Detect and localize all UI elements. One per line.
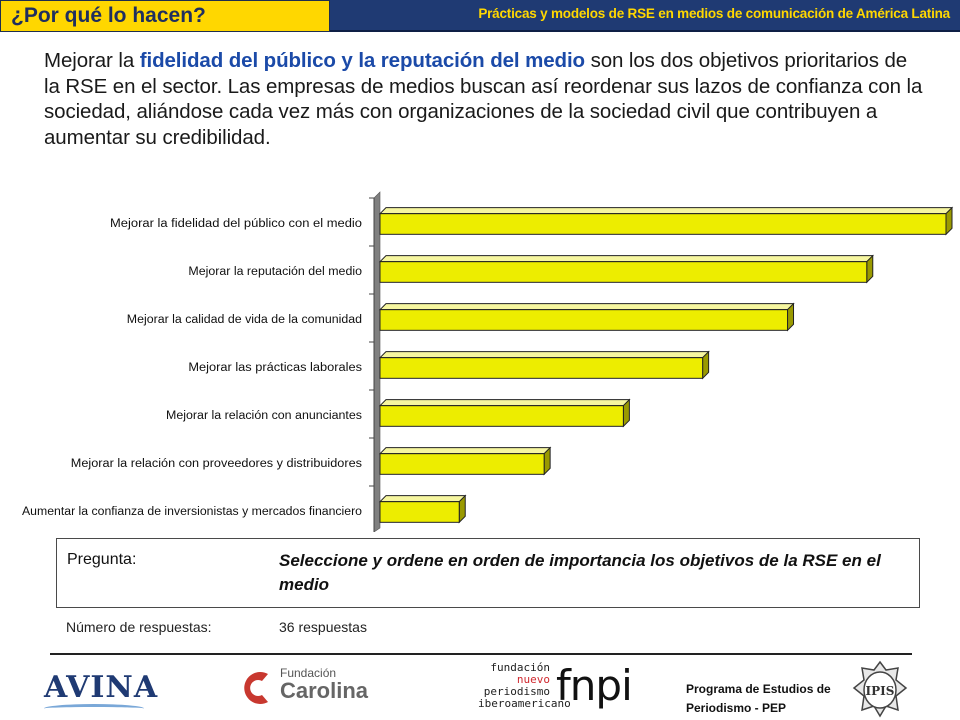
carolina-logo-big: Carolina	[280, 678, 369, 703]
bar	[379, 213, 947, 235]
pep-line-2: Periodismo - PEP	[686, 701, 787, 715]
carolina-logo-small: Fundación	[280, 666, 337, 680]
bar	[379, 261, 868, 283]
intro-highlight: fidelidad del público y la reputación de…	[139, 49, 585, 72]
fnpi-stack-line: iberoamericano	[478, 697, 571, 710]
footer-divider	[50, 653, 912, 655]
bar	[379, 405, 624, 427]
question-box: Pregunta: Seleccione y ordene en orden d…	[56, 538, 920, 608]
category-label: Mejorar la fidelidad del público con el …	[110, 218, 362, 230]
bar	[379, 501, 460, 523]
question-text: Seleccione y ordene en orden de importan…	[279, 551, 881, 594]
header-band: Prácticas y modelos de RSE en medios de …	[330, 0, 960, 32]
carolina-c-icon	[244, 672, 268, 704]
category-label: Mejorar la calidad de vida de la comunid…	[127, 314, 362, 326]
intro-paragraph: Mejorar la fidelidad del público y la re…	[44, 48, 924, 150]
bar-top-face	[378, 255, 874, 263]
intro-text-start: Mejorar la	[44, 49, 140, 72]
bar-top-face	[378, 207, 954, 215]
top-bar: ¿Por qué lo hacen? Prácticas y modelos d…	[0, 0, 960, 34]
axis-wall	[373, 191, 381, 532]
category-label: Mejorar la reputación del medio	[188, 266, 362, 278]
avina-swoosh	[44, 704, 144, 713]
seal-text: IPIS	[866, 684, 895, 698]
bar	[379, 453, 545, 475]
bar-top-face	[378, 303, 795, 311]
fundacion-carolina-logo: Fundación Carolina	[238, 664, 388, 714]
fnpi-stack-line: nuevo	[516, 673, 550, 686]
section-title: ¿Por qué lo hacen?	[0, 0, 330, 32]
bar	[379, 309, 789, 331]
intro-text-end: son los dos objetivos prioritarios de la…	[44, 49, 923, 149]
category-label: Mejorar la relación con anunciantes	[166, 410, 362, 422]
bar-top-face	[378, 399, 631, 407]
category-label: Mejorar las prácticas laborales	[188, 362, 362, 374]
avina-logo: AVINA	[40, 664, 157, 714]
responses-label: Número de respuestas:	[66, 619, 212, 635]
category-label: Aumentar la confianza de inversionistas …	[22, 506, 362, 518]
bar-top-face	[378, 447, 552, 455]
fnpi-logo: fundación nuevo periodismo iberoamerican…	[478, 662, 668, 718]
fnpi-stack-line: periodismo	[483, 685, 550, 698]
presentation-subtitle: Prácticas y modelos de RSE en medios de …	[478, 6, 950, 21]
bar	[379, 357, 704, 379]
responses-value: 36 respuestas	[279, 619, 367, 635]
university-seal-icon: IPIS	[852, 660, 908, 718]
bar-chart: Mejorar la fidelidad del público con el …	[22, 191, 954, 532]
fnpi-wordmark: fnpi	[556, 661, 633, 710]
bar-top-face	[378, 495, 467, 503]
fnpi-stack-text: fundación nuevo periodismo iberoamerican…	[478, 661, 571, 710]
category-label: Mejorar la relación con proveedores y di…	[71, 458, 362, 470]
pep-line-1: Programa de Estudios de	[686, 682, 831, 696]
pep-credit: Programa de Estudios de Periodismo - PEP	[686, 680, 831, 718]
bar-top-face	[378, 351, 710, 359]
fnpi-stack-line: fundación	[490, 661, 550, 674]
avina-logo-text: AVINA	[44, 670, 159, 705]
question-label: Pregunta:	[67, 551, 137, 568]
